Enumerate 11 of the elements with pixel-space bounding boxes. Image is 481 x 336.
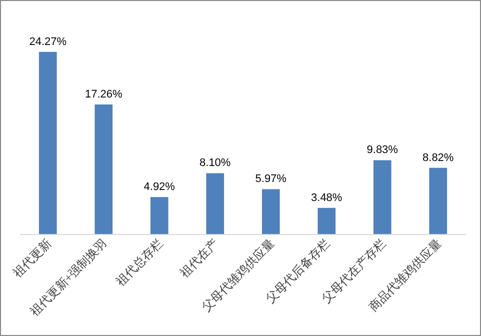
data-label: 3.48% xyxy=(311,192,342,204)
x-tick-label: 祖代更新 xyxy=(10,236,54,280)
data-label: 5.97% xyxy=(255,173,287,186)
data-label: 8.10% xyxy=(200,157,231,170)
x-tick-label: 祖代总存栏 xyxy=(113,236,166,289)
data-label: 4.92% xyxy=(144,181,176,194)
x-tick-label: 祖代在产 xyxy=(177,236,222,280)
data-label: 17.26% xyxy=(84,88,122,100)
data-label: 9.83% xyxy=(366,144,398,156)
data-label: 24.27% xyxy=(29,36,67,48)
data-label: 8.82% xyxy=(422,152,454,164)
